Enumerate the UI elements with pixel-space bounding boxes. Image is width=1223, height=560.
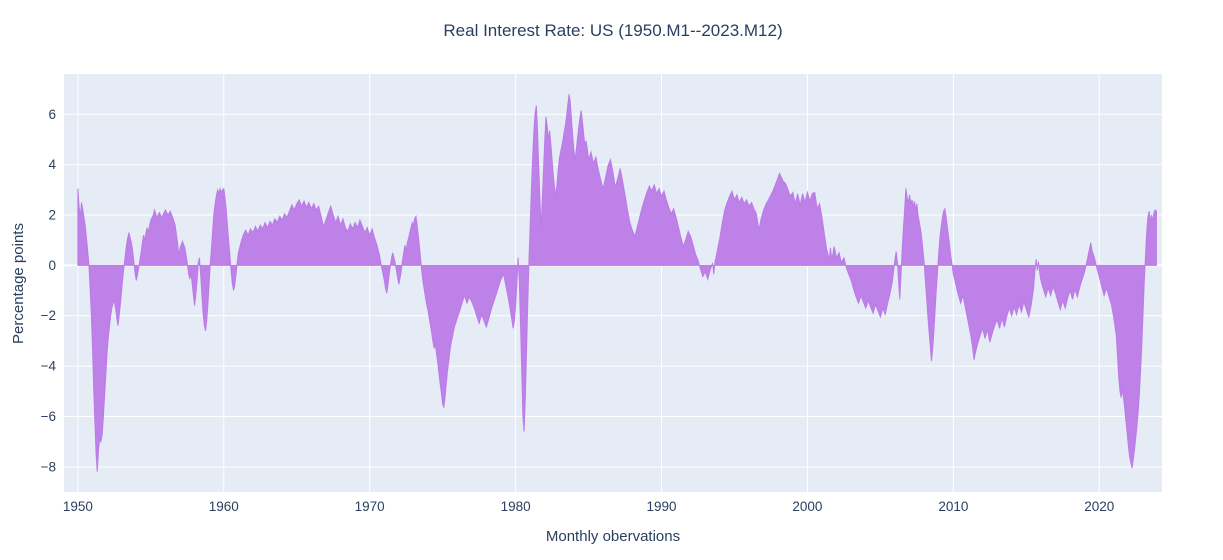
x-tick-label: 2010 [938, 499, 968, 514]
x-tick-label: 1950 [63, 499, 93, 514]
x-tick-label: 2020 [1084, 499, 1114, 514]
y-tick-label: −8 [41, 459, 56, 474]
chart-title: Real Interest Rate: US (1950.M1--2023.M1… [443, 21, 783, 40]
x-tick-label: 1960 [209, 499, 239, 514]
area-series[interactable] [77, 94, 1157, 472]
x-tick-label: 1990 [646, 499, 676, 514]
x-axis-title: Monthly obervations [545, 528, 681, 545]
y-tick-label: 4 [48, 157, 56, 172]
x-tick-label: 1970 [355, 499, 385, 514]
y-tick-label: −6 [41, 409, 56, 424]
y-tick-label: −2 [41, 308, 56, 323]
x-tick-label: 1980 [501, 499, 531, 514]
y-axis-title: Percentage points [9, 222, 27, 344]
x-tick-label: 2000 [792, 499, 822, 514]
y-tick-label: −4 [41, 359, 57, 374]
y-tick-label: 6 [48, 107, 56, 122]
y-axis-title-wrap: Percentage points [0, 74, 36, 492]
y-tick-label: 2 [48, 208, 56, 223]
y-tick-label: 0 [48, 258, 56, 273]
